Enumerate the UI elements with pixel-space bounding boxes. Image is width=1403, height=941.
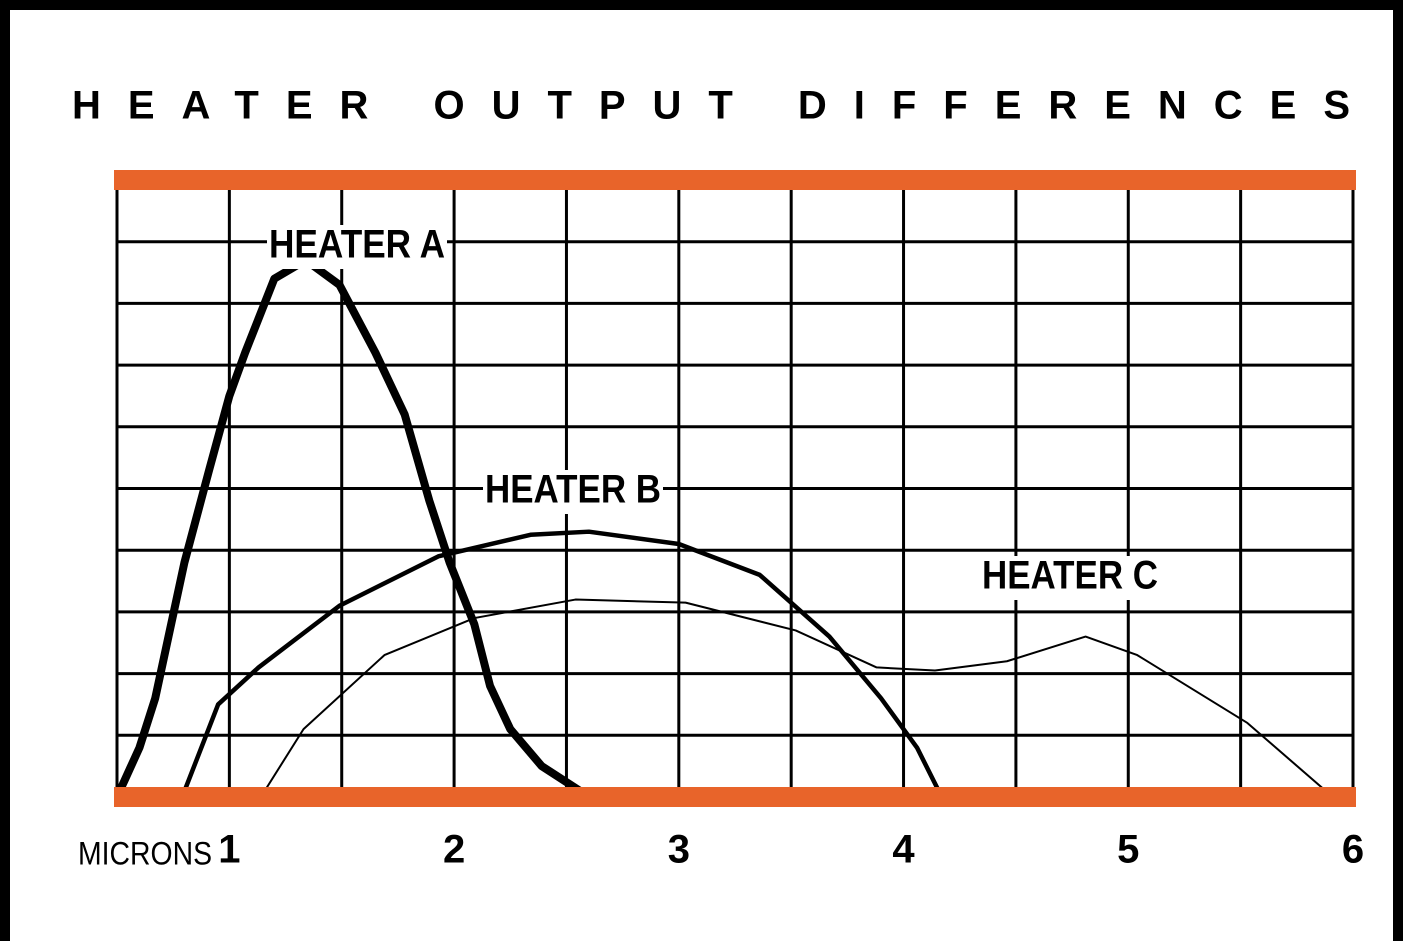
series-line [117, 256, 706, 797]
x-tick-label: 1 [218, 828, 240, 872]
x-tick-label: 4 [892, 828, 915, 872]
series-label: HEATER C [982, 554, 1158, 598]
series-label-bg [267, 225, 447, 269]
series-line [259, 598, 1334, 797]
x-tick-label: 6 [1342, 828, 1364, 872]
x-tick-label: 3 [668, 828, 690, 872]
axis-band [114, 787, 1356, 807]
series-label: HEATER B [485, 468, 661, 512]
series-label: HEATER A [269, 223, 445, 267]
axis-band [114, 170, 1356, 190]
x-tick-label: 2 [443, 828, 465, 872]
x-axis-label: MICRONS [78, 835, 212, 871]
series-label-bg [980, 556, 1160, 600]
x-tick-label: 5 [1117, 828, 1139, 872]
series-label-bg [483, 470, 663, 514]
series-line [179, 529, 944, 797]
